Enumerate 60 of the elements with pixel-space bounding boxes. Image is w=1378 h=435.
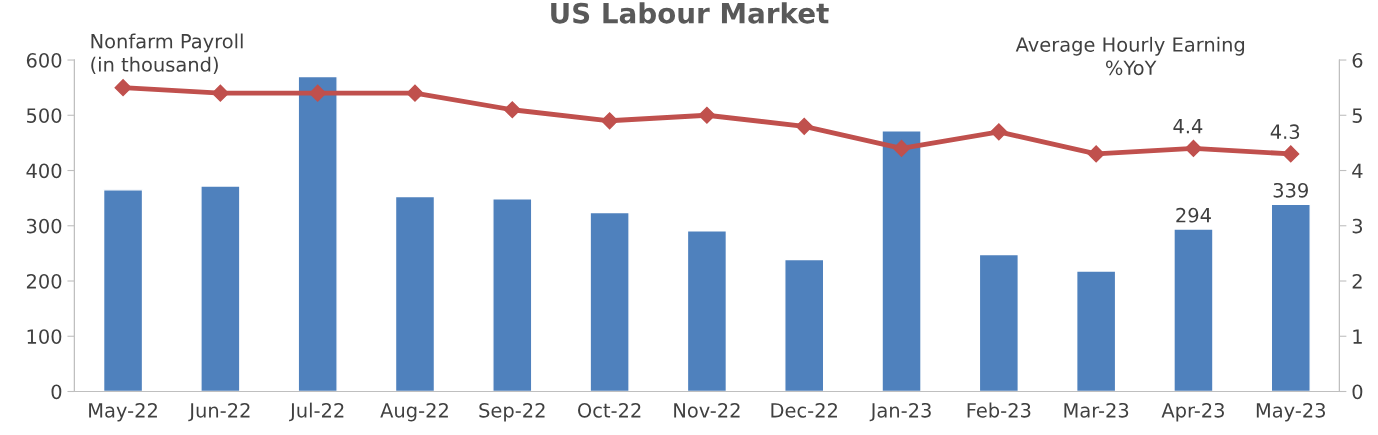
y2-tick-label: 4	[1352, 163, 1363, 178]
bar	[978, 253, 1019, 392]
data-label: 294	[1176, 207, 1211, 223]
x-tick-label: Mar-23	[1064, 402, 1129, 418]
point	[503, 101, 521, 119]
bar	[589, 211, 630, 392]
y2-axis-title: Average Hourly Earning %YoY	[1015, 36, 1245, 76]
bar	[200, 185, 241, 392]
bar	[492, 197, 533, 392]
x-tick-label: Dec-22	[771, 402, 837, 418]
x-tick-label: Jun-22	[188, 402, 250, 422]
y-axis-title: Nonfarm Payroll (in thousand)	[91, 33, 243, 75]
x-tick-label: Feb-23	[967, 402, 1031, 418]
y-tick-label: 400	[26, 163, 62, 179]
y-tick-label: 200	[26, 273, 62, 289]
x-tick-label: May-22	[89, 402, 157, 422]
x-tick-label: Aug-22	[380, 402, 448, 422]
x-tick-label: Jul-22	[289, 402, 344, 422]
y2-tick-label: 0	[1352, 384, 1363, 400]
x-tick-label: Apr-23	[1161, 402, 1224, 422]
y-tick-label: 100	[27, 329, 62, 344]
bar	[686, 230, 728, 392]
point	[1184, 139, 1203, 157]
x-tick-label: May-23	[1256, 402, 1326, 422]
y2-tick-label: 5	[1352, 108, 1362, 123]
x-tick-label: Oct-22	[578, 402, 641, 418]
y-tick-label: 600	[26, 52, 62, 68]
point	[114, 79, 132, 97]
point	[990, 123, 1008, 141]
point	[406, 84, 424, 102]
bar	[1075, 270, 1117, 392]
data-label: 339	[1273, 182, 1308, 198]
y2-tick-label: 3	[1352, 218, 1363, 234]
chart-title: US Labour Market	[551, 2, 829, 24]
point	[1282, 145, 1300, 163]
x-tick-label: Sep-22	[479, 402, 545, 422]
bar	[784, 258, 825, 392]
point	[309, 84, 327, 102]
point	[211, 84, 229, 102]
x-tick-label: Nov-22	[674, 402, 740, 418]
bar	[394, 195, 436, 392]
data-label: 4.3	[1270, 124, 1300, 140]
point	[795, 117, 813, 135]
y2-tick-label: 2	[1352, 273, 1362, 289]
bar	[1173, 228, 1214, 392]
x-tick-label: Jan-23	[869, 402, 931, 422]
bar	[1270, 203, 1311, 392]
bar	[297, 75, 338, 392]
data-label: 4.4	[1173, 119, 1203, 134]
point	[892, 139, 911, 157]
y-tick-label: 0	[51, 384, 62, 400]
point	[698, 106, 716, 124]
bar	[881, 130, 922, 392]
y-tick-label: 500	[26, 108, 62, 123]
y2-tick-label: 6	[1352, 52, 1363, 68]
y2-tick-label: 1	[1353, 329, 1362, 344]
bar	[102, 189, 144, 392]
point	[1087, 145, 1105, 163]
y-tick-label: 300	[26, 218, 62, 234]
point	[601, 112, 619, 130]
